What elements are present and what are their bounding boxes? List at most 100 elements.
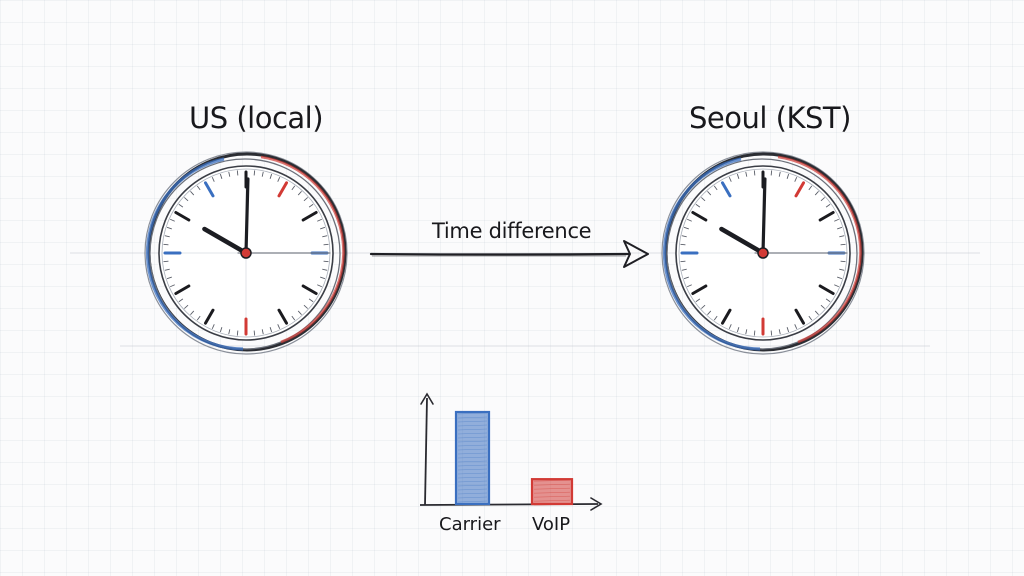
bar-hatch <box>457 476 488 479</box>
seoul-clock-minute-tick <box>839 235 845 238</box>
bar-hatch <box>457 424 488 427</box>
bar-hatch <box>457 500 488 503</box>
seoul-clock-minute-tick <box>834 218 840 222</box>
seoul-clock-hour-marker <box>691 284 708 295</box>
seoul-clock-minute-tick <box>786 327 790 333</box>
seoul-clock-red-arc <box>777 155 862 344</box>
us-clock-minute-tick <box>277 324 281 330</box>
us-clock-minute-tick <box>308 203 314 208</box>
bar-hatch <box>457 484 488 487</box>
us-clock-hour-marker <box>277 308 288 325</box>
seoul-clock-hour-marker <box>818 211 835 222</box>
seoul-clock-minute-tick <box>686 218 692 222</box>
bar-hatch <box>457 460 488 463</box>
seoul-clock-blue-arc <box>662 157 761 351</box>
us-clock-minute-tick <box>236 170 239 176</box>
seoul-clock-hour-marker <box>721 308 732 325</box>
us-clock-hour-marker <box>174 211 191 222</box>
us-clock-minute-tick <box>211 324 215 330</box>
us-clock-minute-tick <box>178 298 184 303</box>
seoul-clock-outer-ring <box>661 151 865 355</box>
us-clock-minute-tick <box>219 327 223 333</box>
seoul-clock-minute-tick <box>794 176 798 182</box>
seoul-clock-minute-tick <box>794 324 798 330</box>
us-clock-minute-tick <box>297 310 302 315</box>
bar-chart <box>419 392 603 511</box>
us-clock-minute-tick <box>291 315 296 321</box>
us-clock-minute-tick <box>163 243 169 246</box>
bar-hatch <box>457 492 488 495</box>
us-clock-minute-tick <box>228 329 231 335</box>
y-axis <box>424 397 428 506</box>
bar-hatch <box>457 488 488 491</box>
seoul-clock-minute-tick <box>713 315 718 321</box>
us-clock <box>144 151 348 355</box>
seoul-clock-minute-tick <box>680 243 686 246</box>
bar-hatch <box>457 444 488 447</box>
us-clock-minute-tick <box>190 191 195 196</box>
us-clock-hour-marker <box>301 211 318 222</box>
seoul-clock-minute-tick <box>681 235 687 238</box>
us-clock-hour-marker <box>277 181 288 198</box>
seoul-clock-minute-tick <box>701 304 706 309</box>
seoul-clock-minute-tick <box>701 197 706 202</box>
us-clock-minute-tick <box>166 276 172 280</box>
seoul-clock-minute-tick <box>808 315 813 321</box>
us-clock-hour-marker <box>174 284 191 295</box>
us-clock-minute-tick <box>236 330 239 336</box>
us-clock-title: US (local) <box>189 101 324 135</box>
seoul-clock-minute-tick <box>681 268 687 271</box>
seoul-clock-minute-tick <box>814 191 819 196</box>
us-clock-minute-tick <box>320 226 326 230</box>
us-clock-minute-tick <box>184 197 189 202</box>
us-clock-minute-tick <box>291 185 296 191</box>
bar-hatch <box>457 432 488 435</box>
seoul-clock-minute-tick <box>825 298 831 303</box>
seoul-clock-title: Seoul (KST) <box>689 101 851 135</box>
us-clock-minute-tick <box>169 284 175 288</box>
us-clock-hour-hand <box>202 226 249 256</box>
seoul-clock-minute-tick <box>745 171 748 177</box>
us-clock-minute-tick <box>219 173 223 179</box>
us-clock-minute-tick <box>303 304 308 309</box>
us-clock-minute-tick <box>323 260 329 263</box>
bar-hatch <box>457 416 488 419</box>
seoul-clock-hour-hand <box>719 226 766 256</box>
us-clock-minute-tick <box>166 226 172 230</box>
seoul-clock-hour-marker <box>691 211 708 222</box>
bar-hatch <box>457 420 488 423</box>
us-clock-minute-tick <box>196 185 201 191</box>
seoul-clock-minute-tick <box>825 203 831 208</box>
bar-hatch <box>457 428 488 431</box>
us-clock-minute-tick <box>317 218 323 222</box>
seoul-clock-minute-tick <box>753 170 756 176</box>
us-clock-minute-tick <box>228 171 231 177</box>
seoul-clock-minute-tick <box>820 304 825 309</box>
us-clock-minute-tick <box>297 191 302 196</box>
us-clock-minute-tick <box>211 176 215 182</box>
us-clock-minute-tick <box>269 173 273 179</box>
us-clock-red-arc <box>260 155 345 344</box>
time-difference-label: Time difference <box>432 219 592 243</box>
us-clock-minute-tick <box>308 298 314 303</box>
seoul-clock-minute-tick <box>736 327 740 333</box>
bar-hatch <box>533 499 571 502</box>
bar-hatch <box>457 472 488 475</box>
bar-hatch <box>457 456 488 459</box>
seoul-clock-minute-tick <box>837 276 843 280</box>
seoul-clock-minute-tick <box>840 243 846 246</box>
seoul-clock-hour-marker <box>721 181 732 198</box>
seoul-clock-minute-tick <box>820 197 825 202</box>
us-clock-minute-hand <box>244 177 250 255</box>
seoul-clock-minute-tick <box>695 298 701 303</box>
seoul-clock-minute-tick <box>707 310 712 315</box>
us-clock-minute-tick <box>169 218 175 222</box>
seoul-clock-hour-marker <box>794 181 805 198</box>
us-clock-minute-tick <box>320 276 326 280</box>
us-clock-minute-tick <box>322 268 328 271</box>
bar-hatch <box>457 468 488 471</box>
us-clock-minute-tick <box>261 171 264 177</box>
us-clock-hour-marker <box>301 284 318 295</box>
time-difference-arrow <box>369 240 649 268</box>
bar-voip <box>530 478 574 506</box>
